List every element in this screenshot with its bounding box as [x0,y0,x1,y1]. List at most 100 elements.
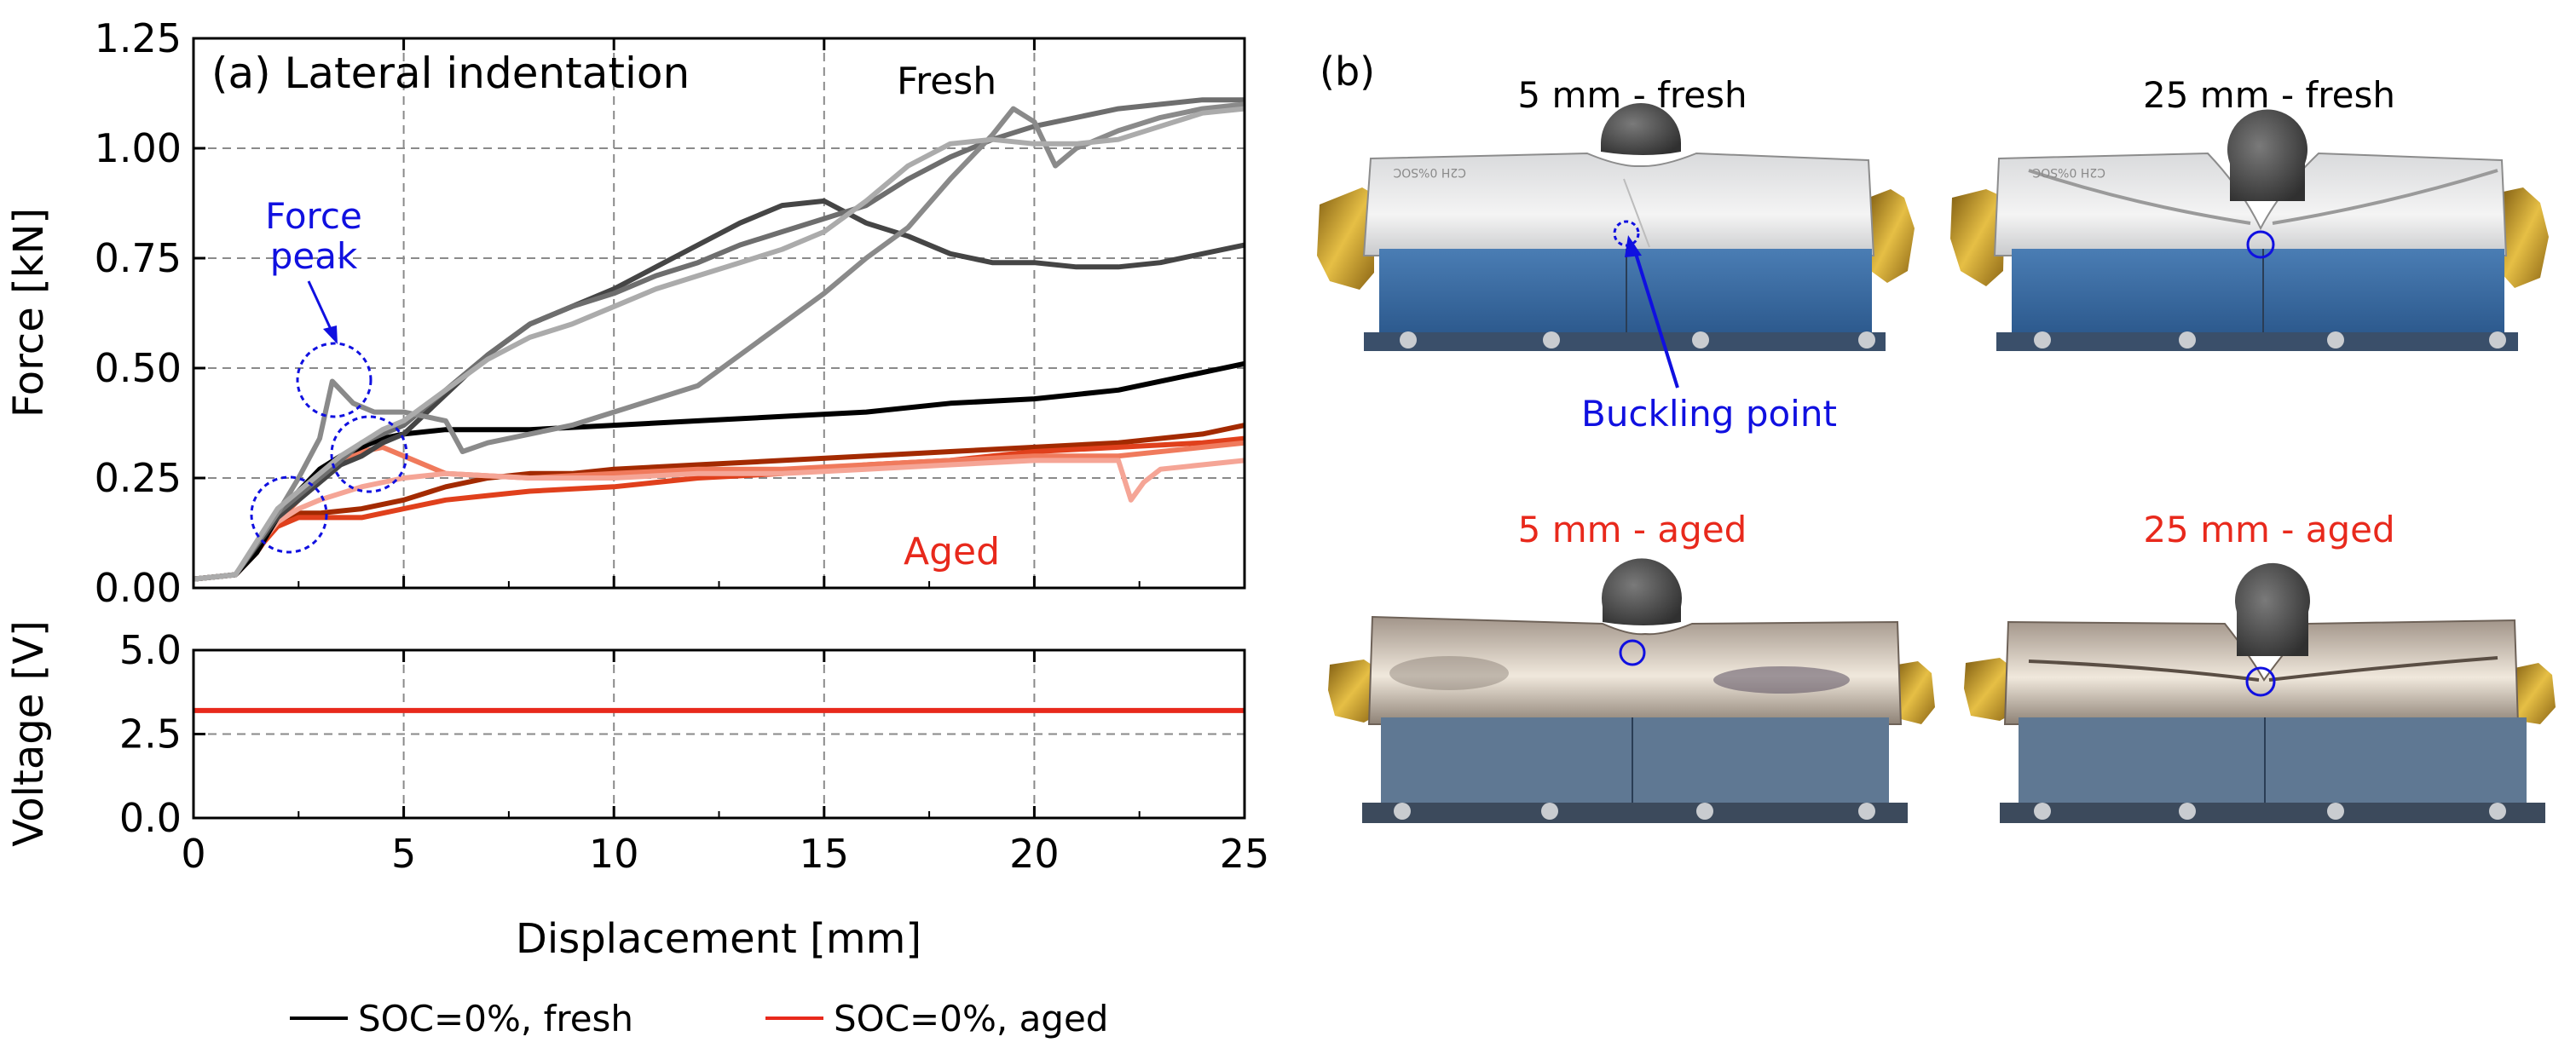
buckling-label: Buckling point [1581,393,1837,435]
y-tick-label: 0.00 [95,565,182,611]
bolt [2327,331,2344,348]
tab-right [1868,189,1915,283]
bolt [2489,803,2506,820]
crease [2028,656,2498,682]
photo-25mm-aged [1964,562,2556,823]
buckling-arrow [1632,245,1679,389]
bolt [1541,803,1558,820]
photo-5mm-fresh: C2H 0%SOC [1317,103,1915,351]
x-tick-label: 25 [1220,831,1270,877]
fixture-rail [2000,803,2545,823]
x-tick-label: 0 [181,831,205,877]
y-tick-label: 0.25 [95,455,182,501]
voltage-y-axis-title: Voltage [V] [5,620,53,847]
panel-b: (b) 5 mm - fresh 25 mm - fresh 5 mm - ag… [1317,49,2556,823]
panel-b-label: (b) [1320,49,1375,95]
x-tick-label: 10 [589,831,639,877]
x-tick-label: 5 [391,831,416,877]
fixture-base [2012,249,2504,332]
force-peak-circle [296,342,373,418]
fixture-base [1381,717,1889,803]
bolt [2327,803,2344,820]
y-tick-label: 1.00 [95,125,182,171]
buckling-circle-low [250,475,328,554]
x-axis-title: Displacement [mm] [516,915,921,963]
series-line-aged-4 [193,458,1245,582]
pouch-cell [1993,152,2508,256]
tab-left [1964,658,2015,721]
series-line-aged-2 [193,435,1245,582]
force-peak-arrowhead [323,325,338,344]
series-line-fresh-5 [193,106,1245,582]
bolt [1858,331,1875,348]
bolt [1696,803,1713,820]
pouch-cell [1362,152,1875,256]
buckling-arrowhead [1625,235,1642,257]
force-plot: 0.00 0.25 0.50 0.75 1.00 1.25 (a) Lateral ind… [5,15,1246,611]
series-line-fresh-4 [193,101,1245,582]
indenter [1602,558,1682,625]
bolt [2179,803,2196,820]
buckling-marker [2245,666,2276,697]
voltage-grid [193,650,1245,818]
discoloration [1389,656,1509,690]
bolt [2034,803,2051,820]
fixture-base [2019,717,2527,803]
tab-right [1894,661,1935,724]
series-line-fresh-3 [193,97,1245,582]
buckling-marker [1613,220,1640,247]
bolt [2179,331,2196,348]
buckling-marker [1619,639,1646,666]
fixture-rail [1362,803,1908,823]
indenter [2227,109,2307,201]
legend: SOC=0%, fresh SOC=0%, aged [290,998,1108,1040]
force-peak-label-line2: peak [270,235,358,277]
caption-25mm-fresh: 25 mm - fresh [2143,74,2395,116]
crease [2028,169,2498,225]
voltage-plot: 0 5 10 15 20 25 0.0 2.5 5.0 Voltage [V] Displac… [5,620,1269,963]
force-plot-frame [192,37,1246,590]
caption-25mm-aged: 25 mm - aged [2143,509,2394,550]
tab-left [1328,659,1379,723]
force-peak-annotation: Force peak [265,195,362,344]
fixture-rail [1364,332,1886,351]
bolt [2034,331,2051,348]
tab-right [2511,663,2556,724]
bolt [2489,331,2506,348]
x-tick-label: 20 [1009,831,1060,877]
bolt [1394,803,1411,820]
voltage-x-ticks: 0 5 10 15 20 25 [181,650,1269,877]
tab-left [1317,187,1374,290]
force-x-ticks [192,38,1246,588]
photo-5mm-aged [1328,558,1935,823]
force-y-axis-title: Force [kN] [5,208,53,418]
bolt [1400,331,1417,348]
caption-5mm-aged: 5 mm - aged [1518,509,1747,550]
aged-annotation: Aged [904,530,1000,573]
indenter [1601,103,1681,155]
y-tick-label: 2.5 [119,711,182,757]
y-tick-label: 0.0 [119,795,182,841]
fixture-rail [1996,332,2518,351]
legend-label-fresh: SOC=0%, fresh [358,998,633,1040]
buckling-circle-high [330,415,408,493]
tab-left [1950,189,2005,286]
force-series [193,97,1245,582]
panel-a-label: (a) Lateral indentation [211,49,690,98]
bolt [1692,331,1709,348]
photo-25mm-fresh: C2H 0%SOC [1950,109,2549,351]
bolt [1543,331,1560,348]
tab-right [2499,187,2549,288]
buckling-marker [2246,230,2275,259]
cell-print: C2H 0%SOC [2032,165,2105,179]
y-tick-label: 0.75 [95,235,182,281]
cell-print: C2H 0%SOC [1393,165,1466,179]
legend-label-aged: SOC=0%, aged [834,998,1108,1040]
pouch-cell [1367,615,1903,725]
fresh-annotation: Fresh [897,60,996,103]
force-peak-label-line1: Force [265,195,362,237]
bolt [1858,803,1875,820]
voltage-y-ticks: 0.0 2.5 5.0 [119,627,205,841]
force-grid [193,38,1245,588]
